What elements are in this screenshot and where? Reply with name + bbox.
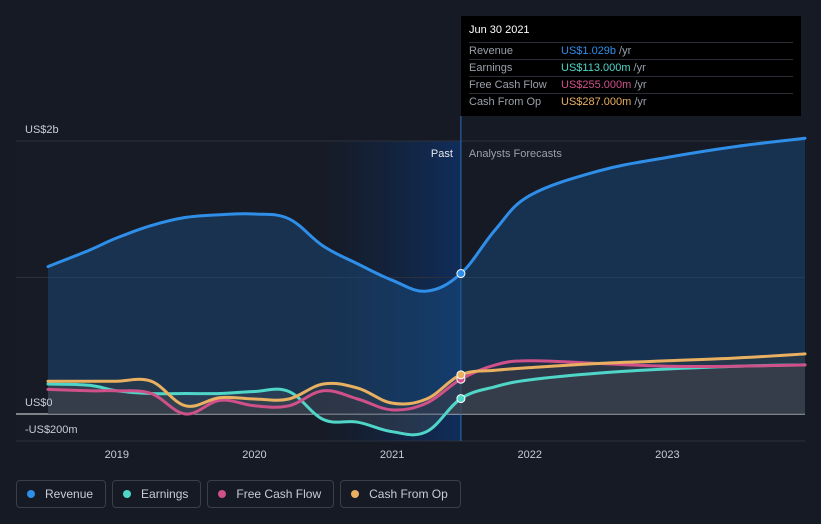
cash-from-op-line (46, 352, 807, 408)
legend-label: Cash From Op (369, 487, 448, 501)
y-tick-label: -US$200m (25, 424, 78, 436)
tooltip-unit: /yr (633, 62, 646, 74)
tooltip-unit: /yr (634, 79, 647, 91)
tooltip-value: US$287.000m (561, 96, 632, 108)
tooltip-value: US$113.000m (561, 62, 631, 74)
legend-label: Revenue (45, 487, 94, 501)
earnings-area (48, 364, 805, 435)
x-tick-label: 2021 (380, 449, 404, 461)
forecast-label: Analysts Forecasts (469, 148, 562, 160)
tooltip-value: US$1.029b (561, 45, 617, 57)
earnings-dot-icon (123, 490, 132, 498)
cash-from-op-dot-icon (351, 490, 360, 498)
legend: Revenue Earnings Free Cash Flow Cash Fro… (16, 480, 461, 508)
revenue-area (48, 138, 805, 415)
tooltip-label: Free Cash Flow (469, 79, 547, 91)
tooltip-row-earnings: Earnings US$113.000m /yr (469, 59, 793, 76)
tooltip-value: US$255.000m (561, 79, 632, 91)
legend-item-earnings[interactable]: Earnings (112, 480, 202, 508)
x-tick-label: 2019 (105, 449, 129, 461)
tooltip-unit: /yr (634, 96, 647, 108)
x-tick-label: 2023 (655, 449, 679, 461)
y-tick-label: US$0 (25, 397, 53, 409)
free-cash-flow-dot-icon (218, 490, 227, 498)
revenue-marker (456, 269, 466, 279)
tooltip-row-cash-from-op: Cash From Op US$287.000m /yr (469, 93, 793, 110)
tooltip-label: Cash From Op (469, 96, 542, 108)
tooltip-row-revenue: Revenue US$1.029b /yr (469, 42, 793, 59)
tooltip-date: Jun 30 2021 (469, 24, 530, 36)
x-tick-label: 2020 (242, 449, 266, 461)
legend-item-cash-from-op[interactable]: Cash From Op (340, 480, 461, 508)
tooltip: Jun 30 2021 Revenue US$1.029b /yr Earnin… (461, 16, 801, 116)
y-tick-label: US$2b (25, 124, 59, 136)
tooltip-label: Revenue (469, 45, 514, 57)
tooltip-row-free-cash-flow: Free Cash Flow US$255.000m /yr (469, 76, 793, 93)
cash-from-op-marker (456, 370, 466, 380)
tooltip-unit: /yr (619, 45, 632, 57)
legend-label: Free Cash Flow (236, 487, 322, 501)
legend-label: Earnings (141, 487, 189, 501)
free-cash-flow-area (48, 360, 805, 415)
revenue-dot-icon (27, 490, 35, 498)
x-tick-label: 2022 (517, 449, 541, 461)
legend-item-revenue[interactable]: Revenue (16, 480, 107, 508)
earnings-marker (456, 394, 466, 404)
tooltip-label: Earnings (469, 62, 513, 74)
legend-item-free-cash-flow[interactable]: Free Cash Flow (207, 480, 335, 508)
revenue-line (46, 136, 807, 293)
past-label: Past (431, 148, 453, 160)
